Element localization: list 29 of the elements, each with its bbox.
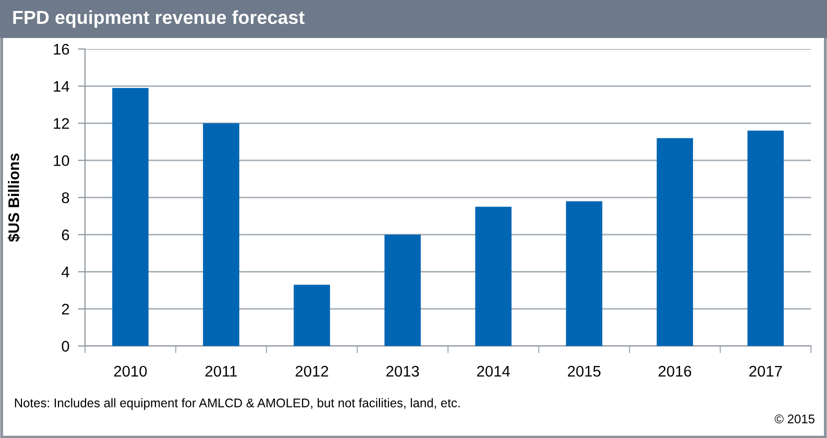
- x-tick-label: 2010: [114, 366, 147, 377]
- y-tick-label: 8: [62, 192, 70, 204]
- text: Notes: Includes all equipment for AMLCD & AMOLED, but not facilities, land, etc.: [15, 398, 460, 410]
- bar: [475, 206, 512, 346]
- y-tick-label: 10: [54, 155, 70, 166]
- bar: [656, 138, 694, 346]
- y-tick-label: 4: [62, 266, 70, 278]
- chart-title: FPD equipment revenue forecast: [13, 10, 305, 28]
- x-tick-label: 2012: [296, 366, 328, 377]
- bar: [294, 284, 330, 346]
- x-tick-label: 2017: [749, 366, 782, 377]
- bar: [202, 123, 240, 346]
- x-tick-label: 2016: [658, 366, 692, 377]
- x-tick-label: 2011: [205, 366, 237, 377]
- y-tick-label: 14: [54, 81, 70, 92]
- y-tick-label: 0: [62, 340, 70, 352]
- bar: [384, 234, 421, 346]
- y-tick-label: 16: [54, 44, 70, 55]
- bar: [566, 201, 602, 346]
- text: © 2015: [774, 414, 814, 424]
- y-axis-title: $US Billions: [8, 154, 20, 242]
- y-tick-label: 6: [62, 229, 70, 240]
- bar: [747, 130, 784, 346]
- y-tick-label: 12: [54, 118, 69, 129]
- bar: [112, 88, 149, 346]
- x-tick-label: 2015: [568, 366, 600, 377]
- y-tick-label: 2: [62, 304, 69, 314]
- x-tick-label: 2014: [477, 366, 510, 377]
- x-tick-label: 2013: [386, 366, 419, 377]
